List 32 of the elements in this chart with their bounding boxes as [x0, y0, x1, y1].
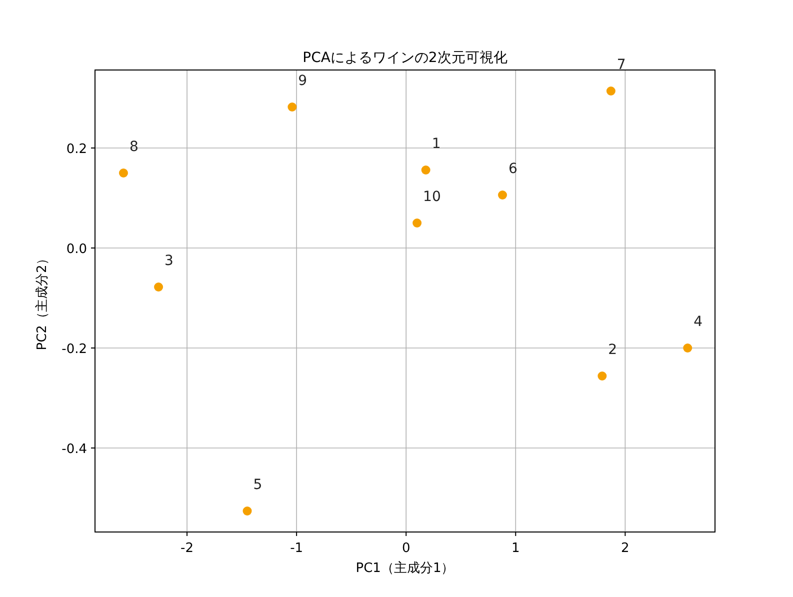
point	[498, 190, 507, 200]
x-axis-title: PC1（主成分1）	[356, 560, 454, 576]
x-tick-label: 0	[402, 541, 410, 556]
y-tick-label: 0.0	[66, 242, 87, 257]
annotation: 1	[432, 136, 441, 152]
x-tick-label: -2	[180, 541, 194, 556]
x-tick-label: -1	[290, 541, 304, 556]
annotation: 10	[423, 189, 441, 205]
annotation: 4	[694, 314, 703, 330]
y-tick-label: 0.2	[66, 142, 87, 157]
y-tick-label: -0.2	[62, 342, 87, 357]
chart-title: PCAによるワインの2次元可視化	[302, 50, 508, 66]
annotation: 6	[508, 161, 518, 177]
annotation: 7	[616, 57, 626, 73]
point	[421, 166, 430, 174]
annotation: 5	[253, 477, 262, 493]
annotation: 9	[298, 73, 308, 89]
y-axis-title: PC2（主成分2）	[34, 252, 50, 350]
point	[118, 168, 128, 178]
annotation: 8	[129, 139, 138, 155]
x-tick-label: 1	[511, 541, 520, 556]
point	[606, 86, 616, 96]
annotation: 3	[164, 253, 174, 269]
x-tick-label: 2	[621, 541, 630, 556]
point	[242, 506, 252, 516]
annotation: 2	[608, 342, 618, 358]
y-tick-label: -0.4	[62, 442, 87, 457]
point	[683, 344, 692, 352]
point	[412, 218, 422, 228]
point	[288, 102, 297, 112]
point	[154, 282, 164, 292]
point	[598, 372, 607, 380]
